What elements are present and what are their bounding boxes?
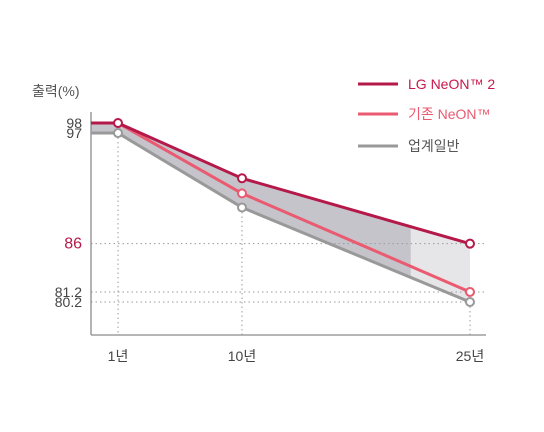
- legend: LG NeON™ 2 기존 NeON™ 업계일반: [358, 76, 495, 154]
- series-line: [91, 121, 471, 246]
- x-tick-labels: 1년 10년 25년: [108, 348, 485, 364]
- y-tick-label: 98: [66, 115, 82, 131]
- series-points: [113, 118, 475, 307]
- y-tick-label: 86: [64, 236, 82, 253]
- x-tick-label: 10년: [228, 348, 256, 364]
- data-point: [465, 286, 475, 297]
- series-line: [91, 131, 471, 304]
- x-tick-label: 1년: [108, 348, 129, 364]
- data-point: [237, 173, 247, 184]
- axes: [90, 112, 486, 336]
- y-axis-label: 출력(%): [32, 83, 80, 99]
- y-tick-label: 80.2: [55, 294, 82, 310]
- legend-label: LG NeON™ 2: [408, 76, 495, 92]
- data-point: [113, 128, 123, 139]
- grid-lines: [91, 123, 486, 335]
- series-lines: [91, 121, 471, 304]
- data-point: [113, 118, 123, 128]
- data-point: [465, 296, 475, 307]
- y-tick-label: 81.2: [55, 284, 82, 300]
- x-tick-label: 25년: [456, 348, 484, 364]
- data-point: [465, 238, 475, 249]
- y-tick-label: 97: [66, 125, 82, 141]
- data-point: [237, 188, 247, 199]
- data-point: [237, 202, 247, 213]
- band-main: [91, 123, 470, 302]
- legend-label: 기존 NeON™: [408, 106, 491, 122]
- legend-label: 업계일반: [408, 138, 460, 154]
